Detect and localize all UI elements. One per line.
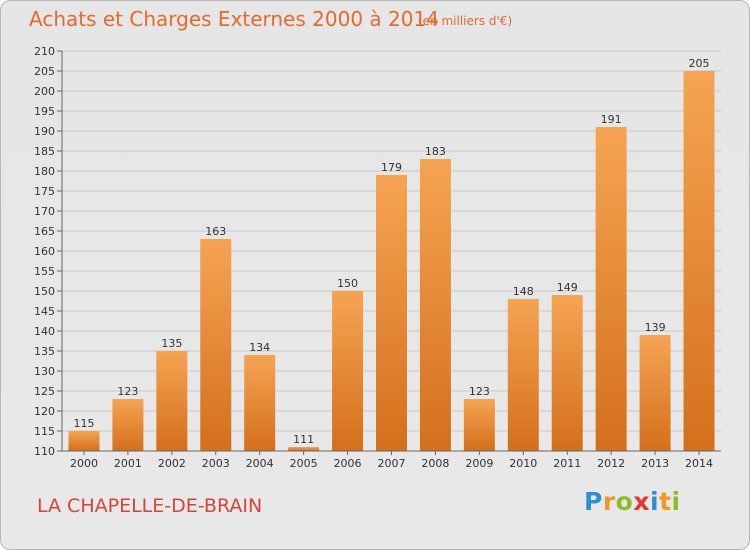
y-tick-label: 115 [34, 425, 55, 438]
bar-value-label: 150 [337, 277, 358, 290]
x-tick-label: 2006 [334, 457, 362, 470]
chart-title: Achats et Charges Externes 2000 à 2014 [29, 7, 439, 31]
y-tick-label: 160 [34, 245, 55, 258]
y-tick-label: 200 [34, 85, 55, 98]
y-tick-label: 175 [34, 185, 55, 198]
x-tick-label: 2012 [597, 457, 625, 470]
bar [288, 447, 320, 451]
x-tick-label: 2011 [553, 457, 581, 470]
x-tick-label: 2004 [246, 457, 274, 470]
y-tick-label: 195 [34, 105, 55, 118]
bar [200, 239, 232, 451]
bar-value-label: 191 [601, 113, 622, 126]
x-tick-label: 2001 [114, 457, 142, 470]
commune-name: LA CHAPELLE-DE-BRAIN [37, 495, 263, 517]
x-tick-label: 2010 [509, 457, 537, 470]
logo-letter: r [602, 487, 616, 516]
y-tick-label: 155 [34, 265, 55, 278]
bar-value-label: 115 [73, 417, 94, 430]
y-tick-label: 150 [34, 285, 55, 298]
y-tick-label: 170 [34, 205, 55, 218]
bar-value-label: 205 [689, 57, 710, 70]
x-tick-label: 2013 [641, 457, 669, 470]
bar [112, 399, 144, 451]
logo-letter: i [650, 487, 660, 516]
bar-value-label: 183 [425, 145, 446, 158]
proxiti-logo: Proxiti [584, 487, 681, 516]
bar [332, 291, 364, 451]
bar [639, 335, 671, 451]
bar [419, 159, 451, 451]
x-tick-label: 2014 [685, 457, 713, 470]
bar [683, 71, 715, 451]
unit-note: (en milliers d'€) [418, 14, 513, 28]
bar [551, 295, 583, 451]
bar-value-label: 179 [381, 161, 402, 174]
bar-value-label: 123 [469, 385, 490, 398]
x-tick-label: 2003 [202, 457, 230, 470]
bar [463, 399, 495, 451]
x-tick-label: 2002 [158, 457, 186, 470]
bar [595, 127, 627, 451]
bar [376, 175, 407, 451]
y-tick-label: 130 [34, 365, 55, 378]
logo-letter: t [659, 487, 672, 516]
x-tick-label: 2009 [465, 457, 493, 470]
y-tick-label: 180 [34, 165, 55, 178]
bar-value-label: 123 [117, 385, 138, 398]
bar-value-label: 111 [293, 433, 314, 446]
x-tick-label: 2007 [378, 457, 406, 470]
y-tick-label: 205 [34, 65, 55, 78]
y-tick-label: 145 [34, 305, 55, 318]
bar-value-label: 134 [249, 341, 270, 354]
y-tick-label: 110 [34, 445, 55, 458]
y-tick-label: 140 [34, 325, 55, 338]
x-tick-label: 2005 [290, 457, 318, 470]
x-tick-label: 2008 [421, 457, 449, 470]
y-tick-label: 165 [34, 225, 55, 238]
y-tick-label: 190 [34, 125, 55, 138]
logo-letter: o [615, 487, 634, 516]
y-tick-label: 135 [34, 345, 55, 358]
bar-value-label: 135 [161, 337, 182, 350]
y-tick-label: 185 [34, 145, 55, 158]
bar-value-label: 163 [205, 225, 226, 238]
logo-letter: x [633, 487, 650, 516]
y-tick-label: 210 [34, 45, 55, 58]
logo-letter: P [584, 487, 603, 516]
bar [68, 431, 100, 451]
bar [244, 355, 276, 451]
y-tick-label: 120 [34, 405, 55, 418]
bar [507, 299, 539, 451]
bar-value-label: 148 [513, 285, 534, 298]
logo-letter: i [671, 487, 681, 516]
y-tick-label: 125 [34, 385, 55, 398]
x-tick-label: 2000 [70, 457, 98, 470]
bar-value-label: 139 [645, 321, 666, 334]
bar [156, 351, 188, 451]
bar-value-label: 149 [557, 281, 578, 294]
